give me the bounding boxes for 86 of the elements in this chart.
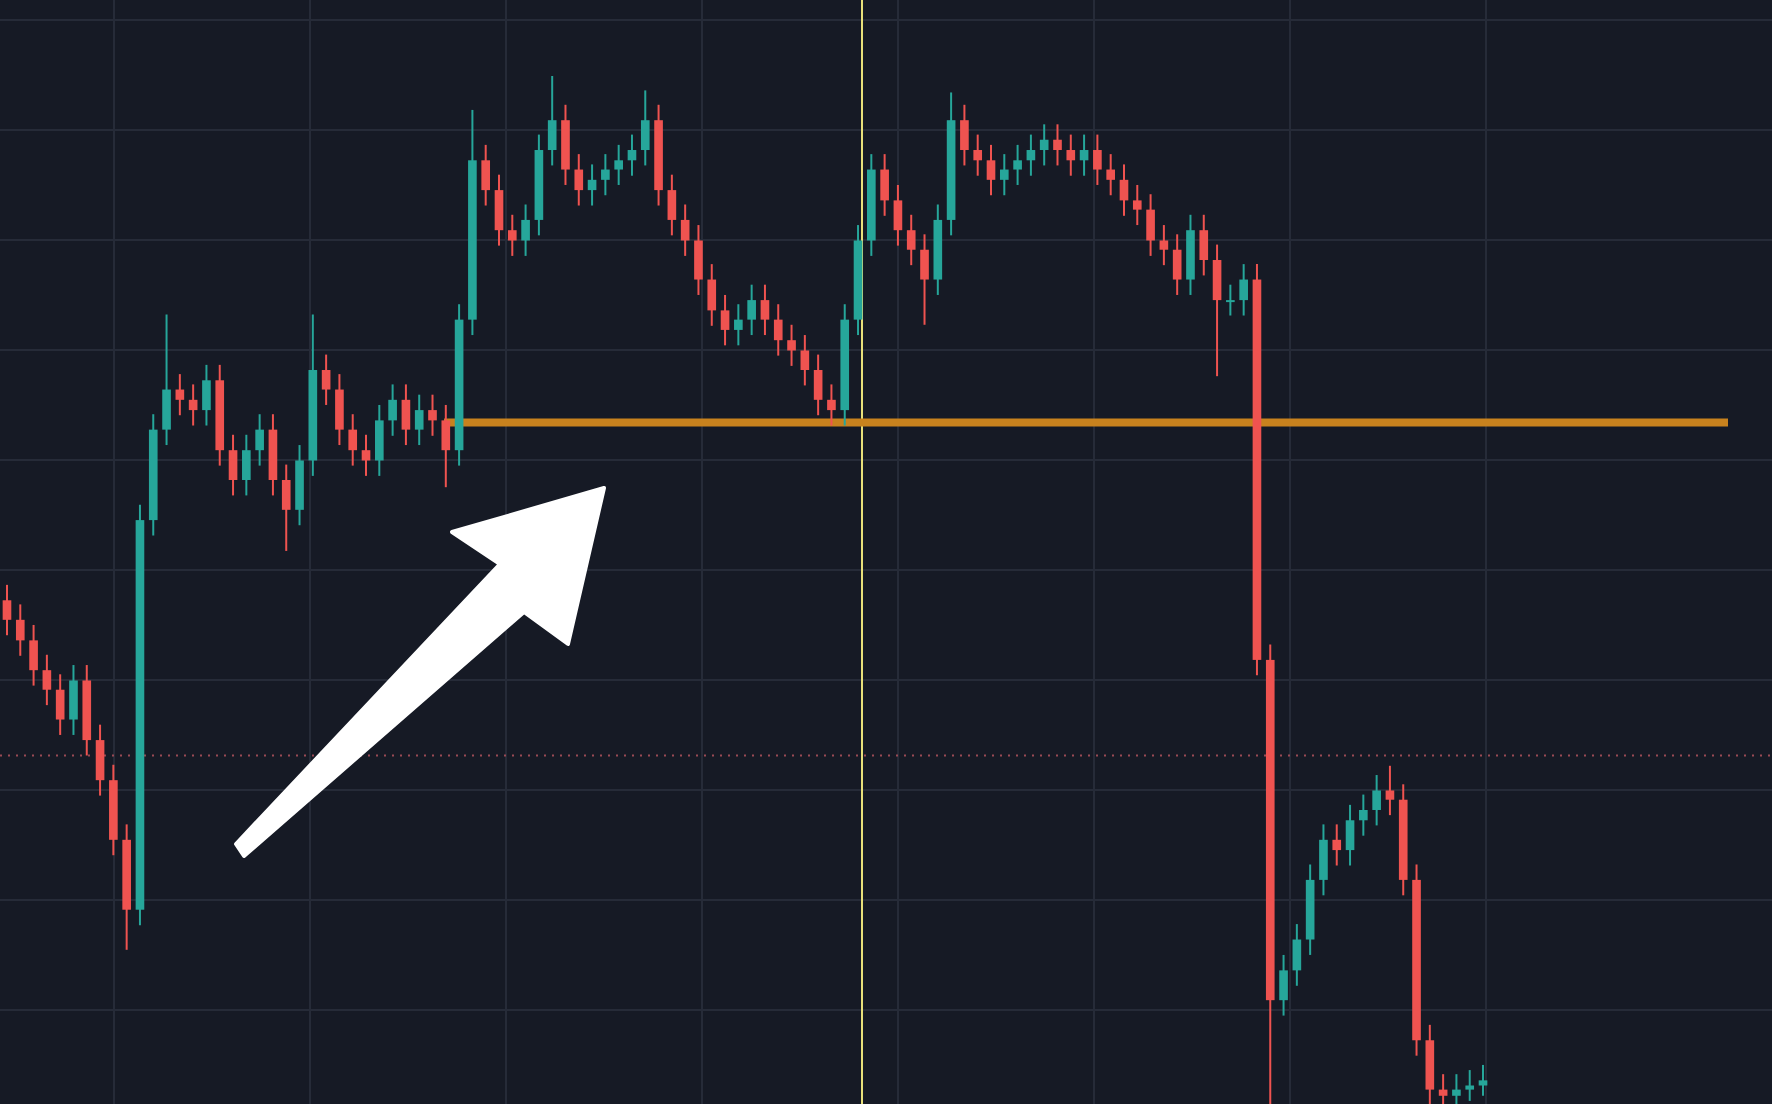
candlestick [281,463,291,552]
candlestick [1199,213,1209,277]
candlestick [1452,1073,1461,1104]
candlestick [601,153,610,197]
candlestick [574,153,584,207]
candlestick [228,433,238,497]
candlestick [973,133,983,177]
candlestick [640,89,650,167]
candlestick [521,203,530,257]
candlestick [1212,243,1222,378]
candlestick [893,183,903,247]
candlestick [1066,133,1076,177]
candlestick [720,293,730,347]
candlestick [95,723,105,797]
candlestick [321,353,331,406]
candlestick [773,303,783,357]
candlestick [1146,193,1155,257]
candlestick [1093,133,1102,186]
candlestick [1465,1069,1475,1102]
candlestick [441,403,451,489]
candlestick [827,383,836,427]
candlestick [1159,224,1169,267]
candlestick [1053,123,1062,167]
candlestick [734,303,743,347]
candlestick [481,143,491,207]
candlestick [760,283,770,337]
candlestick [348,413,358,467]
candlestick [361,433,371,477]
candlestick [255,413,264,467]
candlestick [55,673,65,736]
candlestick [428,393,437,437]
candlestick [694,224,703,296]
candlestick [707,263,717,327]
candlestick [906,213,916,267]
candlestick [787,323,796,367]
candlestick [1106,153,1116,197]
candlestick [1132,183,1142,227]
candlestick [29,623,38,687]
candlestick [1172,233,1182,296]
candlestick [1039,123,1049,167]
candlestick [667,173,677,237]
candlestick [494,173,504,247]
candlestick [747,283,756,337]
candlestick [1026,133,1036,177]
candlestick [1478,1063,1488,1097]
candlestick [1119,163,1129,217]
candlestick [1079,133,1089,177]
candlestick [1292,923,1302,987]
candlestick [42,653,52,707]
candlestick [15,603,25,657]
candlestick [374,403,384,477]
candlestick [335,373,344,447]
candlestick [1385,764,1395,817]
candlestick [1239,263,1248,317]
candlestick [986,143,996,197]
candlestick [162,313,171,447]
candlestick [414,393,424,447]
candlestick [1332,823,1342,867]
candlestick [507,213,517,257]
candlestick [1319,823,1328,897]
candlestick [800,334,810,387]
candlestick [1438,1073,1448,1104]
candlestick [880,153,889,217]
candlestick [627,133,637,177]
candlestick [401,383,411,447]
candlestick [175,373,185,417]
candlestick [1345,803,1355,867]
candlestick [69,664,78,736]
candlestick [680,203,690,257]
candlestick [1279,953,1288,1017]
candlestick [1372,774,1381,827]
candlestick [1359,793,1368,837]
candlestick [920,233,929,326]
candlestick [614,143,623,186]
candlestick [2,583,12,637]
candlestick [999,153,1009,197]
candlestick [587,163,597,207]
candlestick [388,383,397,437]
candlestick [813,353,823,417]
candlestick [1013,143,1022,186]
candlestick [188,383,198,427]
candlestick [1226,283,1235,317]
candlestick [242,433,251,497]
candlestick [547,75,557,167]
candlestick [960,103,969,167]
candlestick [202,363,211,427]
